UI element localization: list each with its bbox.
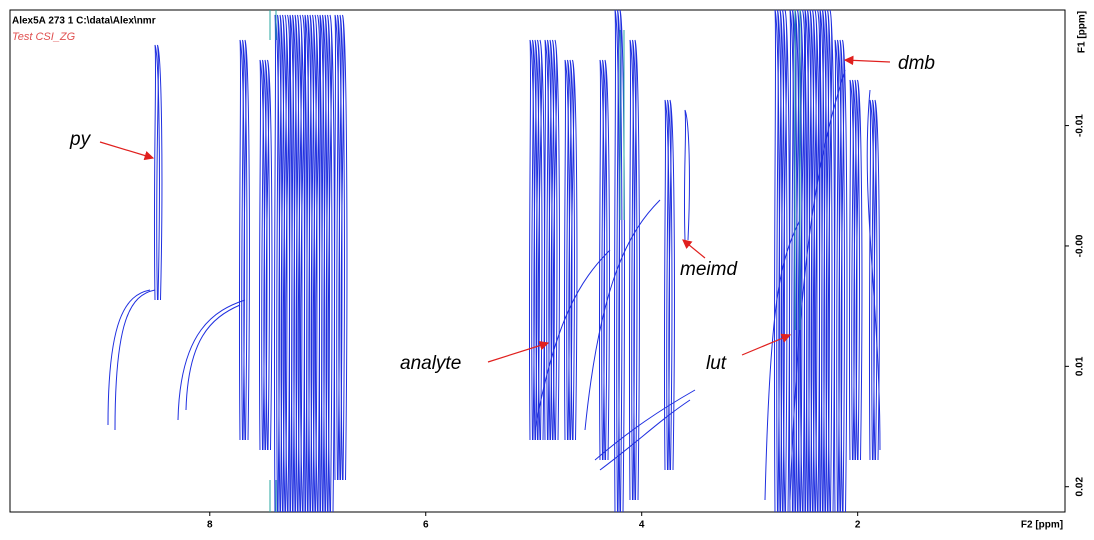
contour bbox=[156, 44, 163, 301]
contour bbox=[594, 389, 696, 461]
annotation-arrow bbox=[682, 239, 706, 259]
contour bbox=[570, 59, 578, 441]
contour bbox=[293, 14, 300, 513]
contour bbox=[534, 249, 611, 431]
contour bbox=[618, 9, 625, 513]
contour bbox=[185, 304, 241, 411]
contour bbox=[666, 99, 673, 471]
annotation-arrow bbox=[741, 333, 792, 356]
y-axis-label: F1 [ppm] bbox=[1077, 11, 1088, 53]
plot-frame bbox=[9, 9, 1066, 513]
contour bbox=[114, 289, 156, 431]
contour bbox=[823, 9, 830, 513]
contour bbox=[599, 399, 691, 471]
y-tick-label: 0.01 bbox=[1075, 356, 1086, 376]
contour bbox=[668, 99, 675, 471]
annotation: dmb bbox=[898, 53, 935, 74]
contour bbox=[323, 14, 330, 513]
contour bbox=[683, 109, 690, 241]
annotation: analyte bbox=[400, 353, 461, 374]
contour bbox=[548, 39, 555, 441]
contour bbox=[871, 99, 878, 461]
contour bbox=[263, 59, 270, 451]
contour bbox=[308, 14, 315, 513]
contour bbox=[533, 39, 540, 441]
chart-subtitle: Test CSI_ZG bbox=[12, 31, 76, 43]
annotation-arrow bbox=[487, 340, 550, 363]
contour bbox=[295, 14, 303, 513]
y-tick-label: 0.02 bbox=[1075, 477, 1086, 497]
contour bbox=[278, 14, 285, 513]
contour bbox=[338, 14, 345, 481]
annotation: py bbox=[69, 129, 92, 150]
contour bbox=[243, 39, 250, 441]
contour bbox=[280, 14, 288, 513]
annotation: lut bbox=[706, 353, 727, 374]
contour bbox=[808, 9, 815, 513]
contour bbox=[310, 14, 318, 513]
annotation: meimd bbox=[680, 259, 738, 280]
contour bbox=[601, 59, 608, 461]
y-tick-label: -0.01 bbox=[1075, 114, 1086, 137]
y-tick-label: -0.00 bbox=[1075, 234, 1086, 257]
contour bbox=[584, 199, 661, 431]
contour bbox=[265, 59, 273, 451]
contour bbox=[177, 299, 246, 421]
contour bbox=[241, 39, 248, 441]
contour bbox=[633, 39, 640, 501]
contour bbox=[153, 44, 160, 301]
contour bbox=[603, 59, 610, 461]
contour bbox=[340, 14, 348, 481]
contour bbox=[107, 289, 151, 426]
chart-title: Alex5A 273 1 C:\data\Alex\nmr bbox=[12, 16, 156, 27]
x-tick-label: 6 bbox=[423, 520, 429, 531]
x-axis-label: F2 [ppm] bbox=[1021, 520, 1063, 531]
contour bbox=[568, 59, 575, 441]
contour bbox=[616, 9, 623, 513]
contour bbox=[631, 39, 638, 501]
contour bbox=[780, 9, 788, 513]
contour bbox=[855, 79, 863, 461]
contour bbox=[810, 9, 818, 513]
x-tick-label: 2 bbox=[855, 520, 861, 531]
x-tick-label: 4 bbox=[639, 520, 645, 531]
contour bbox=[838, 39, 845, 513]
contour bbox=[535, 39, 543, 441]
contour bbox=[840, 39, 848, 513]
contour bbox=[550, 39, 558, 441]
contour bbox=[853, 79, 860, 461]
contour bbox=[789, 69, 846, 501]
annotation-arrow bbox=[99, 141, 155, 161]
contour bbox=[866, 89, 881, 451]
contour bbox=[764, 219, 801, 501]
contour-group bbox=[107, 9, 881, 513]
contour bbox=[552, 39, 560, 441]
contour bbox=[325, 14, 333, 513]
x-tick-label: 8 bbox=[207, 520, 213, 531]
annotation-arrow bbox=[843, 55, 891, 66]
contour bbox=[825, 9, 833, 513]
contour bbox=[795, 9, 803, 513]
